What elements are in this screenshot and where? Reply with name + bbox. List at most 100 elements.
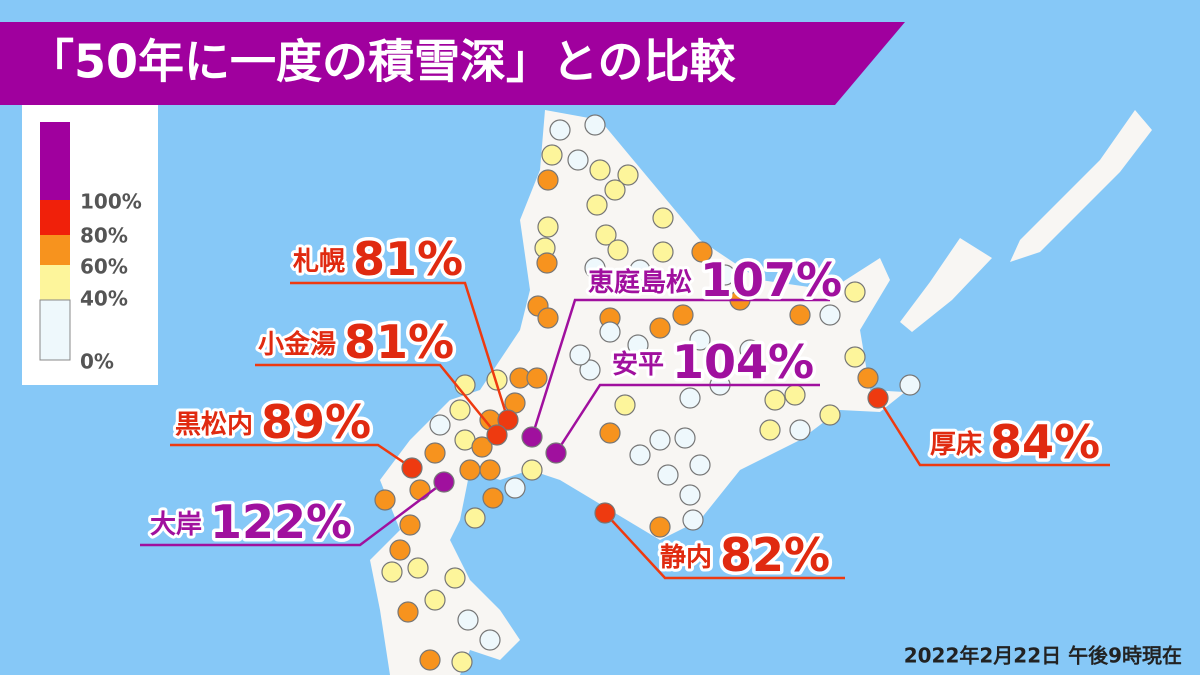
title: 「50年に一度の積雪深」との比較	[28, 35, 737, 89]
station-dot	[567, 149, 589, 171]
leader-line	[170, 443, 413, 470]
callout: 厚床 84%	[930, 415, 1100, 469]
station-dot	[486, 424, 508, 446]
station-dot	[679, 387, 701, 409]
legend-swatch	[39, 299, 71, 361]
station-dot	[537, 307, 559, 329]
leader-line	[604, 512, 845, 580]
station-dot	[679, 484, 701, 506]
percent-value: 81%	[353, 232, 463, 286]
leader-line	[140, 481, 445, 547]
station-dot	[629, 259, 651, 281]
station-dot	[674, 427, 696, 449]
station-dot	[537, 216, 559, 238]
station-dot	[599, 422, 621, 444]
station-dot	[899, 374, 921, 396]
title-banner	[0, 22, 905, 105]
leader-line	[530, 298, 830, 438]
station-dot	[759, 419, 781, 441]
station-dot	[594, 502, 616, 524]
place-name: 静内	[660, 542, 712, 573]
station-dot	[479, 629, 501, 651]
station-dot	[657, 464, 679, 486]
station-dot	[599, 321, 621, 343]
station-dot	[464, 507, 486, 529]
place-name: 札幌	[293, 247, 345, 277]
station-dot	[526, 367, 548, 389]
station-dot	[424, 589, 446, 611]
station-dot	[689, 329, 711, 351]
station-dot	[604, 179, 626, 201]
station-dot	[691, 241, 713, 263]
island	[900, 238, 992, 332]
legend-label: 100%	[80, 190, 142, 214]
station-dot	[457, 609, 479, 631]
callout: 黒松内 89%	[175, 395, 371, 449]
place-name: 大岸	[150, 510, 202, 540]
station-dot	[844, 346, 866, 368]
percent-value: 89%	[261, 395, 371, 449]
station-dot	[617, 164, 639, 186]
place-name: 厚床	[930, 429, 982, 460]
station-dot	[459, 459, 481, 481]
station-dot	[789, 419, 811, 441]
percent-value: 107%	[700, 253, 842, 307]
leader-line	[255, 363, 498, 436]
station-dot	[584, 114, 606, 136]
station-dot	[652, 241, 674, 263]
station-dot	[471, 436, 493, 458]
percent-value: 84%	[990, 415, 1100, 469]
station-dot	[537, 169, 559, 191]
station-dot	[399, 514, 421, 536]
station-dot	[857, 367, 879, 389]
station-dot	[649, 516, 671, 538]
stations	[374, 114, 921, 673]
station-dot	[549, 119, 571, 141]
station-dot	[789, 304, 811, 326]
leader-line	[876, 397, 1110, 467]
station-dot	[739, 339, 761, 361]
station-dot	[584, 257, 606, 279]
station-dot	[381, 561, 403, 583]
station-dot	[589, 159, 611, 181]
station-dot	[479, 459, 501, 481]
footnote: 2022年2月22日 午後9時現在	[904, 644, 1182, 668]
station-dot	[433, 471, 455, 493]
station-dot	[389, 539, 411, 561]
station-dot	[649, 429, 671, 451]
legend-label: 0%	[80, 350, 114, 374]
station-dot	[541, 144, 563, 166]
station-dot	[451, 651, 473, 673]
station-dot	[486, 369, 508, 391]
station-dot	[409, 479, 431, 501]
callout: 恵庭島松 107%	[588, 253, 842, 307]
station-dot	[627, 334, 649, 356]
station-dot	[579, 359, 601, 381]
legend-swatch	[40, 122, 70, 200]
station-dot	[482, 487, 504, 509]
station-dot	[607, 239, 629, 261]
station-dot	[652, 207, 674, 229]
station-dot	[819, 304, 841, 326]
station-dot	[521, 426, 543, 448]
place-name: 小金湯	[258, 329, 336, 360]
leader-line	[554, 383, 820, 454]
place-name: 恵庭島松	[588, 267, 692, 298]
station-dot	[682, 509, 704, 531]
station-dot	[649, 317, 671, 339]
station-dot	[819, 404, 841, 426]
legend-label: 60%	[80, 255, 128, 279]
place-name: 黒松内	[175, 410, 253, 440]
station-dot	[614, 394, 636, 416]
station-dot	[429, 414, 451, 436]
station-dot	[449, 399, 471, 421]
callout: 大岸 122%	[150, 495, 352, 549]
callout: 小金湯 81%	[258, 315, 454, 369]
station-dot	[714, 264, 736, 286]
station-dot	[407, 557, 429, 579]
station-dot	[401, 457, 423, 479]
legend-swatch	[40, 200, 70, 235]
station-dot	[672, 304, 694, 326]
percent-value: 104%	[672, 335, 814, 389]
